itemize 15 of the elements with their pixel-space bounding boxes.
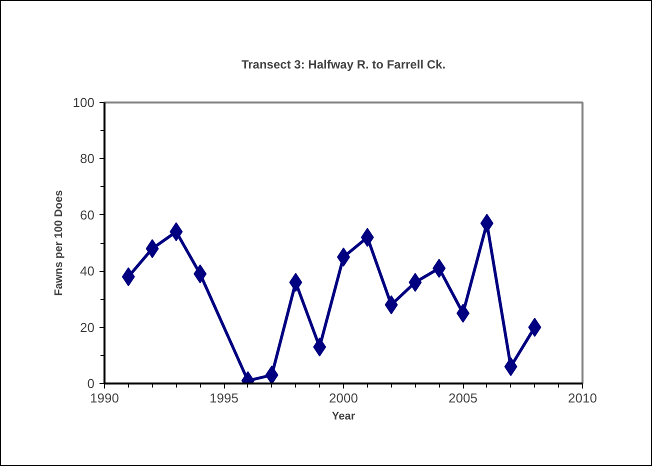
- y-tick-label: 0: [87, 376, 95, 391]
- x-tick-label: 2005: [448, 390, 478, 406]
- y-tick-label: 40: [80, 264, 95, 279]
- x-tick-label: 2010: [568, 390, 597, 406]
- x-tick-label: 2000: [329, 390, 358, 406]
- chart-title: Transect 3: Halfway R. to Farrell Ck.: [241, 58, 446, 72]
- y-axis-title: Fawns per 100 Does: [52, 190, 65, 296]
- y-tick-label: 100: [72, 95, 95, 110]
- x-tick-label: 1995: [210, 390, 238, 406]
- y-tick-label: 80: [80, 151, 95, 166]
- x-tick-label: 1990: [90, 390, 119, 406]
- x-axis-title: Year: [332, 410, 356, 422]
- y-tick-label: 60: [80, 207, 95, 222]
- y-tick-label: 20: [80, 320, 95, 335]
- point: [265, 366, 278, 384]
